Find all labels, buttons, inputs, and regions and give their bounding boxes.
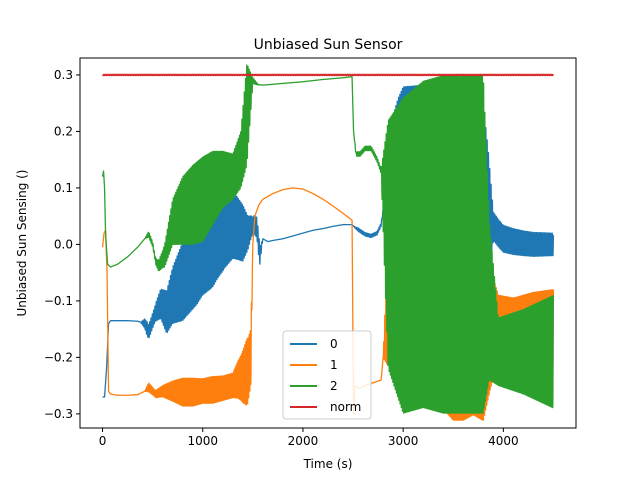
legend-label-0: 0 xyxy=(330,337,338,351)
x-axis-label: Time (s) xyxy=(303,457,353,471)
legend-label-1: 1 xyxy=(330,358,338,372)
plot-area xyxy=(79,57,577,429)
x-tick-label: 2000 xyxy=(288,434,319,448)
y-axis-ticks: −0.3 −0.2 −0.1 0.0 0.1 0.2 0.3 xyxy=(44,68,80,421)
y-tick-label: 0.3 xyxy=(54,68,73,82)
x-tick-label: 1000 xyxy=(187,434,218,448)
legend-label-2: 2 xyxy=(330,379,338,393)
series-layer xyxy=(101,64,555,421)
y-tick-label: 0.2 xyxy=(54,124,73,138)
y-tick-label: 0.1 xyxy=(54,181,73,195)
y-tick-label: 0.0 xyxy=(54,237,73,251)
series-line-norm xyxy=(101,73,554,77)
legend-box xyxy=(282,330,372,420)
y-tick-label: −0.2 xyxy=(44,350,73,364)
y-axis-label: Unbiased Sun Sensing () xyxy=(15,170,29,317)
x-axis-ticks: 0 1000 2000 3000 4000 xyxy=(99,428,519,448)
axes-frame xyxy=(79,57,577,429)
y-tick-label: −0.3 xyxy=(44,407,73,421)
legend: 0 1 2 norm xyxy=(282,330,372,420)
y-tick-label: −0.1 xyxy=(44,294,73,308)
x-tick-label: 0 xyxy=(99,434,107,448)
legend-label-norm: norm xyxy=(330,400,361,414)
x-tick-label: 4000 xyxy=(488,434,519,448)
series-line-2 xyxy=(101,64,555,414)
chart-title: Unbiased Sun Sensor xyxy=(254,37,403,53)
x-tick-label: 3000 xyxy=(388,434,419,448)
